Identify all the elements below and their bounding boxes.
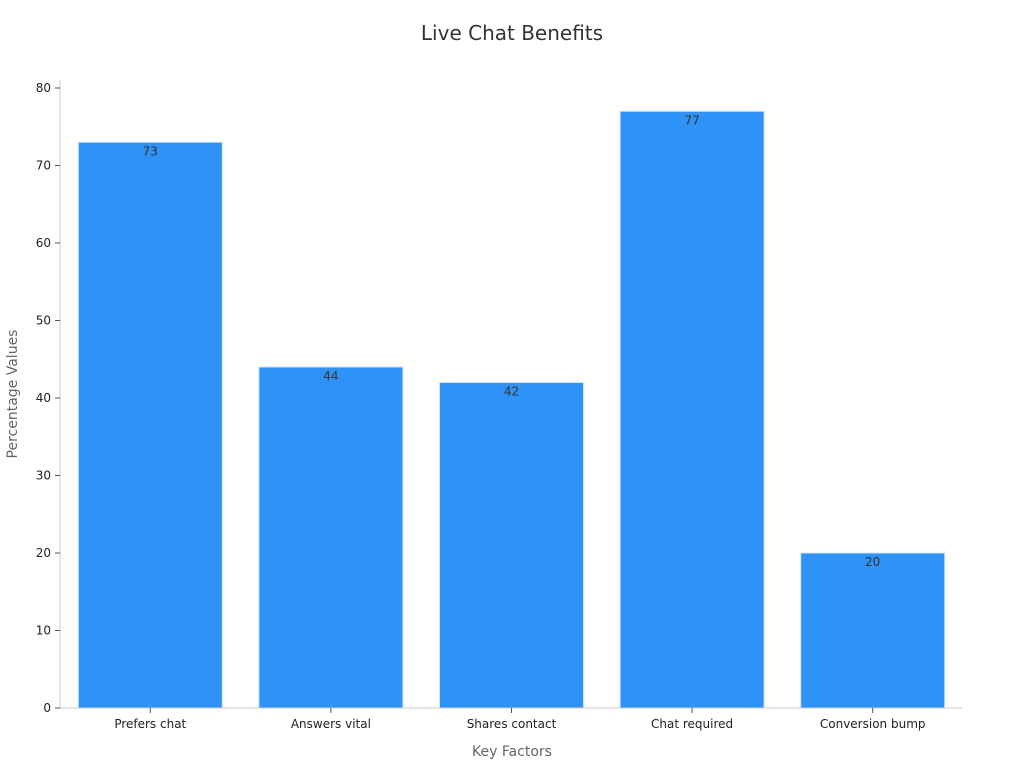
bar-value-label: 20 bbox=[865, 555, 880, 569]
y-tick-label: 40 bbox=[36, 391, 51, 405]
bar[interactable] bbox=[77, 141, 223, 709]
x-axis: Prefers chat Answers vital Shares contact C… bbox=[60, 707, 963, 731]
bars-group: 73 44 42 77 20 bbox=[77, 110, 946, 709]
bar[interactable] bbox=[439, 382, 584, 709]
x-tick-label: Answers vital bbox=[291, 717, 371, 731]
y-tick-label: 0 bbox=[43, 701, 51, 715]
bar-value-label: 77 bbox=[684, 113, 699, 127]
y-tick-label: 30 bbox=[36, 469, 51, 483]
bar[interactable] bbox=[258, 366, 404, 709]
x-tick-label: Prefers chat bbox=[114, 717, 186, 731]
y-axis-title: Percentage Values bbox=[5, 330, 21, 459]
x-tick-label: Shares contact bbox=[467, 717, 557, 731]
y-tick-label: 60 bbox=[36, 236, 51, 250]
y-tick-label: 70 bbox=[36, 159, 51, 173]
x-tick-label: Chat required bbox=[651, 717, 733, 731]
x-axis-title: Key Factors bbox=[472, 744, 552, 760]
bar-value-label: 42 bbox=[504, 385, 519, 399]
bar[interactable] bbox=[619, 110, 765, 709]
y-tick-label: 20 bbox=[36, 546, 51, 560]
y-tick-label: 80 bbox=[36, 81, 51, 95]
chart-title: Live Chat Benefits bbox=[421, 21, 603, 45]
y-tick-label: 10 bbox=[36, 624, 51, 638]
bar[interactable] bbox=[800, 552, 946, 709]
x-tick-label: Conversion bump bbox=[820, 717, 926, 731]
bar-value-label: 73 bbox=[143, 144, 158, 158]
y-axis: 0 10 20 30 40 50 60 70 80 bbox=[36, 80, 61, 715]
bar-value-label: 44 bbox=[323, 369, 338, 383]
y-tick-label: 50 bbox=[36, 314, 51, 328]
